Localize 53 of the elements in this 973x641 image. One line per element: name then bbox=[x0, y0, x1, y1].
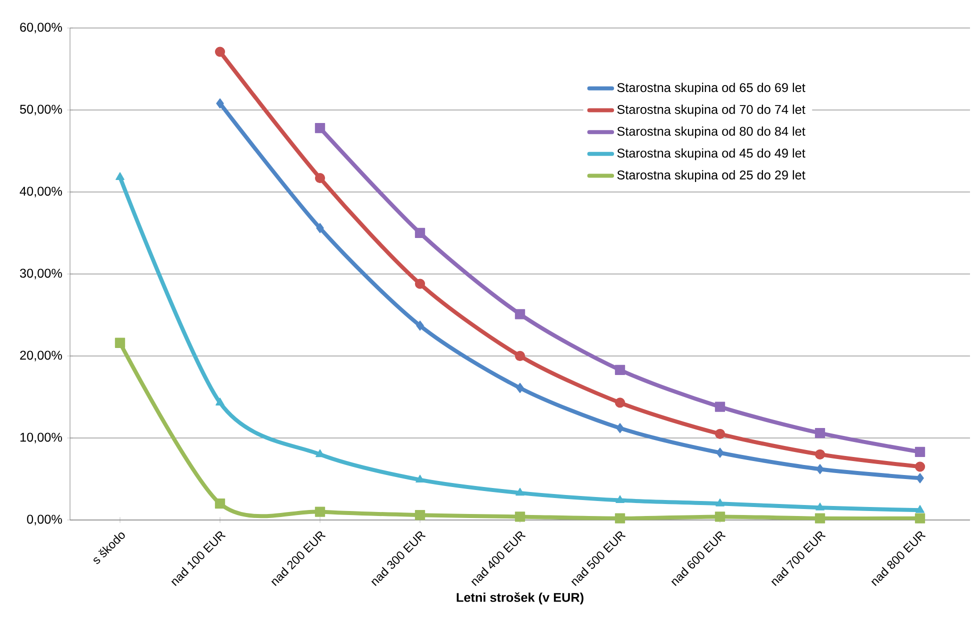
point bbox=[714, 428, 726, 439]
point bbox=[916, 473, 924, 484]
point bbox=[416, 474, 424, 483]
point bbox=[814, 449, 826, 460]
legend-label: Starostna skupina od 65 do 69 let bbox=[617, 82, 806, 95]
y-tick-label: 30,00% bbox=[20, 268, 62, 280]
point bbox=[314, 172, 326, 184]
point bbox=[514, 309, 526, 320]
point bbox=[916, 505, 924, 513]
point bbox=[816, 464, 824, 474]
legend-label: Starostna skupina od 45 do 49 let bbox=[617, 148, 806, 160]
point bbox=[616, 495, 624, 504]
point bbox=[214, 46, 226, 57]
point bbox=[314, 506, 326, 517]
point bbox=[216, 398, 224, 406]
y-tick-label: 50,00% bbox=[20, 104, 62, 116]
point bbox=[216, 98, 224, 108]
point bbox=[414, 510, 426, 520]
point bbox=[814, 513, 826, 524]
point bbox=[314, 122, 326, 134]
point bbox=[614, 364, 626, 375]
legend-label: Starostna skupina od 80 do 84 let bbox=[617, 126, 806, 138]
y-tick-label: 10,00% bbox=[20, 432, 62, 444]
point bbox=[114, 338, 126, 348]
legend-label: Starostna skupina od 70 do 74 let bbox=[617, 104, 806, 116]
point bbox=[214, 498, 226, 509]
legend-label: Starostna skupina od 25 do 29 let bbox=[617, 170, 806, 182]
point bbox=[914, 446, 926, 457]
point bbox=[116, 172, 124, 180]
y-tick-label: 20,00% bbox=[20, 350, 62, 362]
point bbox=[414, 278, 426, 289]
point bbox=[914, 513, 926, 524]
x-axis-title: Letni strošek (v EUR) bbox=[456, 592, 584, 604]
point bbox=[716, 448, 724, 458]
point bbox=[914, 462, 926, 472]
point bbox=[514, 512, 526, 522]
y-tick-label: 40,00% bbox=[20, 186, 62, 198]
point bbox=[714, 402, 726, 412]
point bbox=[516, 488, 524, 496]
point bbox=[614, 513, 626, 524]
point bbox=[514, 350, 526, 362]
point bbox=[714, 512, 726, 522]
point bbox=[516, 382, 524, 394]
point bbox=[616, 423, 624, 434]
point bbox=[614, 398, 626, 408]
y-tick-label: 0,00% bbox=[27, 514, 62, 526]
point bbox=[816, 502, 824, 510]
point bbox=[414, 228, 426, 238]
point bbox=[316, 223, 324, 234]
y-tick-label: 60,00% bbox=[20, 22, 62, 34]
point bbox=[814, 428, 826, 438]
point bbox=[716, 498, 724, 506]
point bbox=[416, 320, 424, 331]
